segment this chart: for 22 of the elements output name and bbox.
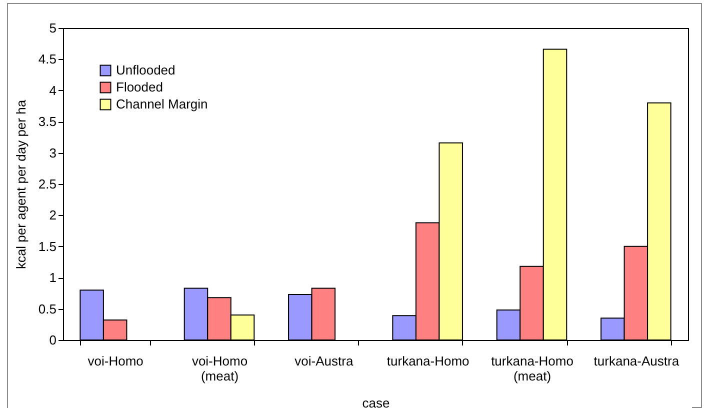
y-tick-label: 4.5 bbox=[38, 52, 56, 67]
y-tick-label: 0 bbox=[49, 332, 56, 348]
y-axis-title: kcal per agent per day per ha bbox=[13, 99, 28, 270]
y-tick-label: 1 bbox=[49, 270, 56, 286]
legend-label: Flooded bbox=[116, 80, 163, 94]
y-tick-label: 5 bbox=[49, 20, 56, 36]
legend-label: Unflooded bbox=[116, 62, 176, 78]
y-tick-label: 2 bbox=[49, 208, 56, 223]
x-tick-label: voi-Austra bbox=[294, 354, 354, 368]
y-tick-label: 4 bbox=[49, 82, 56, 98]
y-tick-label: 0.5 bbox=[38, 301, 56, 316]
x-tick-label: turkana-Austra bbox=[594, 354, 680, 368]
x-axis-title: case bbox=[362, 396, 390, 410]
y-tick-label: 3 bbox=[49, 145, 56, 160]
y-tick-label: 2.5 bbox=[38, 176, 56, 192]
legend-label: Channel Margin bbox=[116, 96, 208, 112]
y-tick-label: 3.5 bbox=[38, 114, 56, 130]
x-tick-label: voi-Homo (meat) bbox=[192, 354, 248, 384]
x-tick-label: voi-Homo bbox=[88, 354, 144, 368]
y-tick-label: 1.5 bbox=[38, 238, 56, 254]
x-tick-label: turkana-Homo (meat) bbox=[491, 354, 574, 384]
x-tick-label: turkana-Homo bbox=[386, 354, 470, 368]
